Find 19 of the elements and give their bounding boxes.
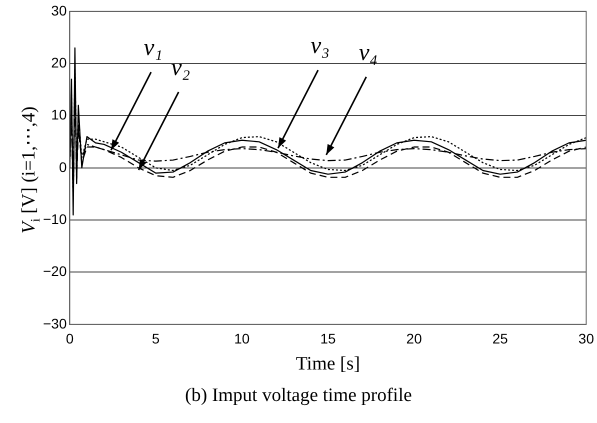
x-tick-label: 20	[406, 330, 422, 347]
y-tick-label: 0	[58, 158, 67, 175]
y-tick-label: 20	[51, 54, 67, 70]
annotation: v₁	[144, 35, 163, 62]
text: (b) Imput voltage time profile	[184, 385, 413, 407]
annotation: v₃	[310, 33, 330, 60]
annotation: v₄	[358, 40, 378, 66]
x-tick-label: 5	[152, 330, 160, 347]
annotation: v₂	[171, 54, 190, 81]
y-tick-label: −10	[43, 210, 67, 227]
x-axis-title: Time [s]	[296, 354, 360, 375]
x-tick-label: 30	[578, 330, 594, 347]
y-tick-label: 30	[51, 2, 67, 18]
y-tick-label: −20	[43, 263, 67, 280]
x-tick-label: 15	[320, 330, 336, 347]
x-tick-label: 25	[492, 330, 508, 347]
x-tick-label: 10	[234, 330, 250, 347]
y-tick-label: 10	[51, 106, 67, 123]
y-tick-label: −30	[43, 315, 67, 332]
